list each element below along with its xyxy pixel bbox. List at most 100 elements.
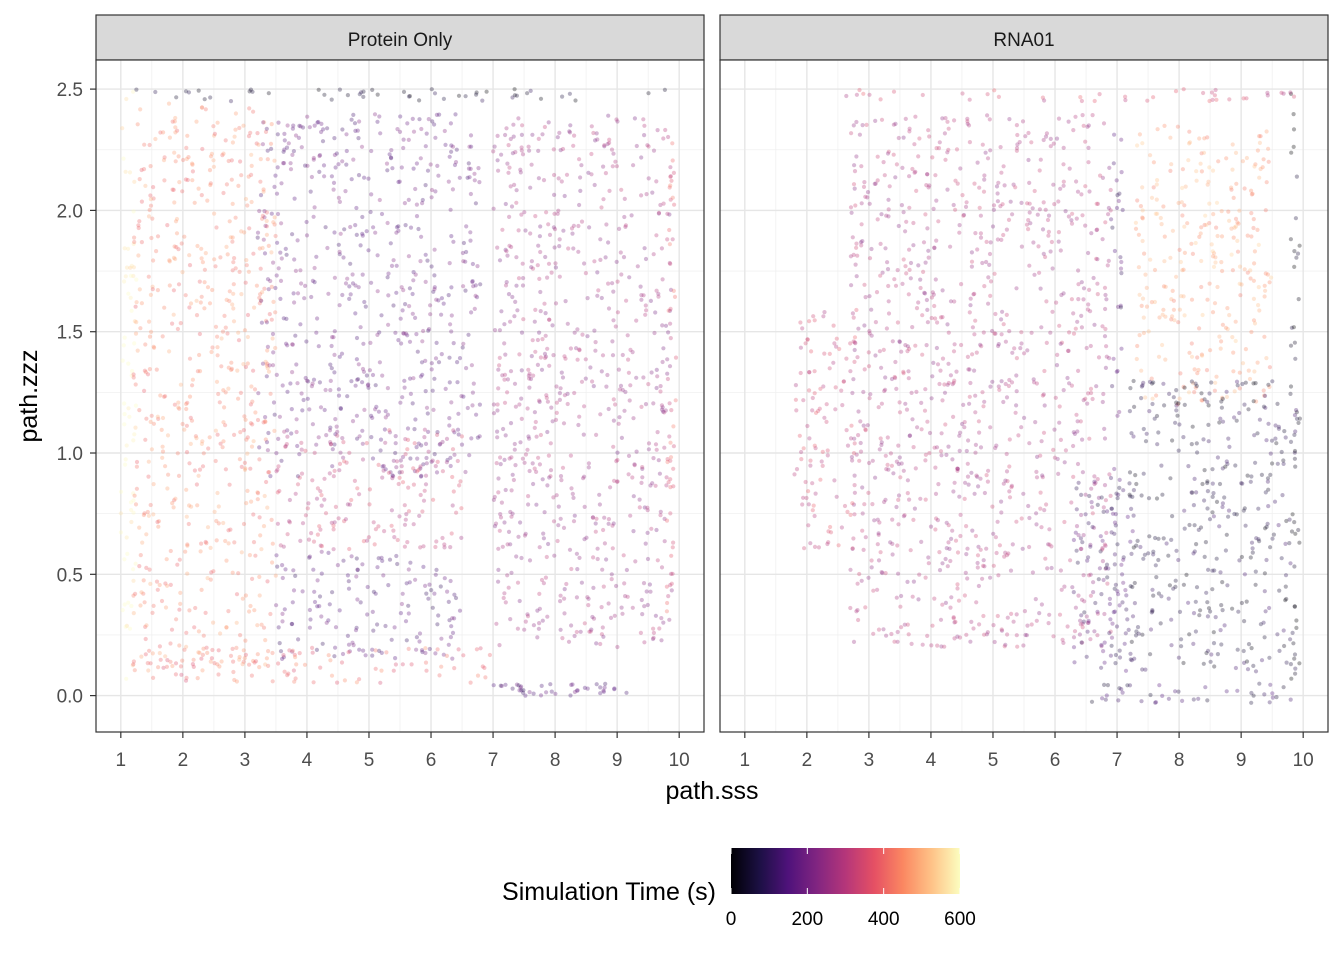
data-point	[999, 627, 1004, 632]
data-point	[467, 144, 472, 149]
data-point	[1266, 421, 1271, 426]
data-point	[1022, 609, 1027, 614]
data-point	[382, 427, 387, 432]
data-point	[1004, 469, 1010, 474]
data-point	[1099, 592, 1104, 597]
data-point	[1160, 693, 1165, 699]
data-point	[1219, 642, 1224, 647]
data-point	[848, 254, 854, 259]
data-point	[459, 394, 464, 399]
data-point	[1083, 512, 1088, 517]
data-point	[244, 437, 249, 442]
data-point	[944, 546, 949, 551]
data-point	[895, 268, 900, 273]
data-point	[283, 444, 288, 449]
data-point	[363, 653, 368, 658]
data-point	[1100, 696, 1105, 701]
data-point	[512, 441, 517, 447]
data-point	[251, 658, 256, 664]
data-point	[381, 463, 386, 469]
data-point	[525, 614, 531, 619]
data-point	[502, 322, 507, 327]
data-point	[449, 329, 454, 334]
data-point	[526, 373, 532, 378]
data-point	[455, 427, 461, 432]
data-point	[996, 384, 1001, 389]
data-point	[1193, 385, 1198, 390]
data-point	[1103, 365, 1108, 370]
data-point	[401, 331, 407, 336]
data-point	[182, 647, 187, 652]
data-point	[241, 123, 246, 128]
data-point	[187, 305, 192, 310]
data-point	[523, 619, 528, 624]
data-point	[646, 144, 651, 149]
data-point	[1288, 384, 1294, 389]
data-point	[474, 295, 480, 300]
data-point	[1001, 322, 1006, 327]
data-point	[340, 436, 345, 441]
data-point	[160, 455, 165, 460]
data-point	[1062, 460, 1067, 465]
data-point	[516, 683, 521, 688]
data-point	[247, 89, 252, 94]
data-point	[967, 394, 972, 399]
data-point	[538, 224, 543, 229]
data-point	[157, 582, 162, 588]
data-point	[1085, 620, 1090, 626]
data-point	[497, 528, 502, 533]
data-point	[219, 336, 224, 341]
data-point	[1131, 434, 1136, 439]
data-point	[388, 241, 393, 246]
data-point	[272, 222, 277, 227]
data-point	[250, 422, 255, 427]
data-point	[379, 211, 385, 217]
data-point	[671, 424, 676, 429]
data-point	[164, 664, 169, 669]
data-point	[995, 519, 1000, 524]
data-point	[281, 149, 286, 154]
data-point	[260, 245, 265, 251]
data-point	[940, 398, 945, 403]
data-point	[646, 441, 652, 446]
data-point	[542, 510, 547, 515]
data-point	[536, 243, 541, 248]
data-point	[509, 204, 515, 209]
data-point	[1137, 292, 1142, 297]
data-point	[922, 408, 928, 413]
data-point	[953, 619, 958, 625]
data-point	[552, 227, 558, 232]
data-point	[282, 429, 287, 434]
data-point	[1043, 207, 1048, 212]
data-point	[844, 428, 849, 433]
data-point	[639, 293, 644, 298]
data-point	[1242, 619, 1247, 624]
data-point	[340, 292, 345, 298]
data-point	[172, 119, 177, 124]
data-point	[943, 556, 948, 562]
data-point	[595, 270, 600, 275]
data-point	[1069, 383, 1074, 388]
data-point	[952, 620, 957, 625]
data-point	[588, 365, 593, 370]
data-point	[291, 588, 297, 593]
data-point	[1019, 516, 1024, 521]
data-point	[661, 201, 666, 206]
data-point	[330, 447, 335, 452]
data-point	[668, 477, 673, 482]
data-point	[433, 189, 438, 194]
data-point	[449, 624, 454, 629]
data-point	[419, 360, 425, 365]
data-point	[1202, 397, 1207, 402]
data-point	[1201, 90, 1206, 96]
data-point	[354, 205, 359, 211]
data-point	[973, 410, 978, 415]
data-point	[1116, 492, 1121, 497]
data-point	[205, 285, 211, 290]
data-point	[515, 626, 521, 631]
data-point	[1088, 544, 1093, 549]
data-point	[1214, 374, 1219, 379]
data-point	[287, 519, 292, 524]
data-point	[507, 165, 512, 170]
data-point	[886, 149, 891, 154]
